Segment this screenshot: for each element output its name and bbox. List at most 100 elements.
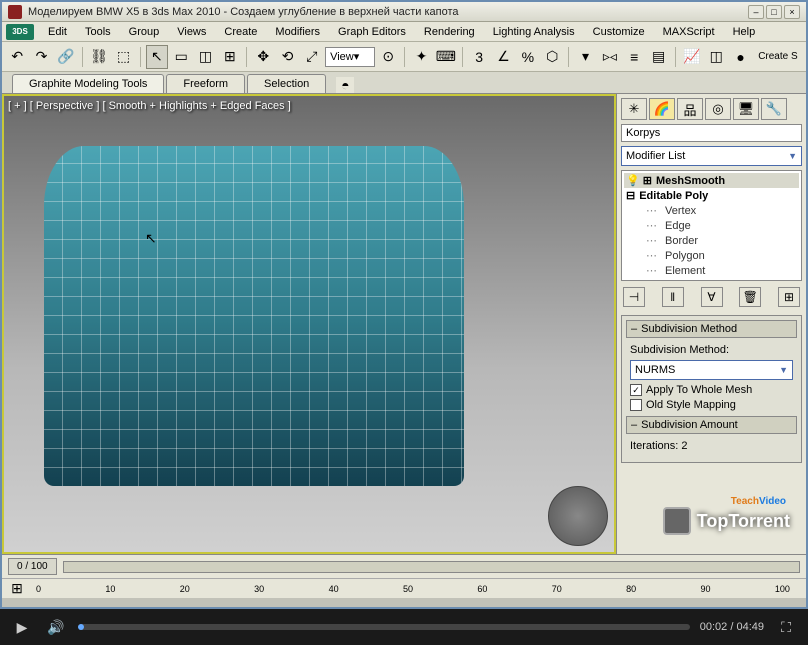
maximize-button[interactable]: □ bbox=[766, 5, 782, 19]
tab-selection[interactable]: Selection bbox=[247, 74, 326, 93]
subobj-border[interactable]: ⋯Border bbox=[624, 233, 799, 248]
subdiv-method-dropdown[interactable]: NURMS bbox=[630, 360, 793, 380]
ref-coord-dropdown[interactable]: View ▾ bbox=[325, 47, 375, 67]
tab-freeform[interactable]: Freeform bbox=[166, 74, 245, 93]
window-title: Моделируем BMW X5 в 3ds Max 2010 - Созда… bbox=[28, 6, 748, 18]
video-time: 00:02 / 04:49 bbox=[700, 621, 764, 633]
ribbon-expand-button[interactable]: ◓ bbox=[336, 77, 354, 93]
select-button[interactable]: ↖ bbox=[146, 45, 168, 69]
video-player-controls: ▶ 🔊 00:02 / 04:49 ⛶ bbox=[0, 609, 808, 645]
schematic-button[interactable]: ◫ bbox=[705, 45, 727, 69]
stack-meshsmooth[interactable]: 💡 ⊞MeshSmooth bbox=[624, 173, 799, 188]
spinner-snap-button[interactable]: ⬡ bbox=[541, 45, 563, 69]
window-crossing-button[interactable]: ⊞ bbox=[219, 45, 241, 69]
tab-graphite[interactable]: Graphite Modeling Tools bbox=[12, 74, 164, 93]
trackbar: 0 / 100 bbox=[2, 554, 806, 578]
menu-help[interactable]: Help bbox=[725, 24, 764, 40]
pin-stack-button[interactable]: ⊣ bbox=[623, 287, 645, 307]
modifier-list-dropdown[interactable]: Modifier List bbox=[621, 146, 802, 166]
volume-button[interactable]: 🔊 bbox=[44, 615, 68, 639]
menu-tools[interactable]: Tools bbox=[77, 24, 119, 40]
modify-panel-tab[interactable]: 🌈 bbox=[649, 98, 675, 120]
play-button[interactable]: ▶ bbox=[10, 615, 34, 639]
snap-toggle-button[interactable]: 3 bbox=[468, 45, 490, 69]
video-seekbar[interactable] bbox=[78, 624, 690, 630]
menu-maxscript[interactable]: MAXScript bbox=[655, 24, 723, 40]
viewcube[interactable] bbox=[548, 486, 608, 546]
motion-panel-tab[interactable]: ◎ bbox=[705, 98, 731, 120]
bind-button[interactable]: ⬚ bbox=[112, 45, 134, 69]
menubar: 3DS Edit Tools Group Views Create Modifi… bbox=[2, 22, 806, 42]
display-panel-tab[interactable]: 🖥 bbox=[733, 98, 759, 120]
time-slider[interactable] bbox=[63, 561, 800, 573]
frame-counter[interactable]: 0 / 100 bbox=[8, 558, 57, 575]
subobj-vertex[interactable]: ⋯Vertex bbox=[624, 203, 799, 218]
teachvideo-logo: TeachVideo bbox=[731, 496, 786, 507]
timeline-config-button[interactable]: ⊞ bbox=[8, 581, 26, 597]
angle-snap-button[interactable]: ∠ bbox=[492, 45, 514, 69]
watermark-icon bbox=[663, 507, 691, 535]
menu-rendering[interactable]: Rendering bbox=[416, 24, 483, 40]
menu-modifiers[interactable]: Modifiers bbox=[267, 24, 328, 40]
select-manipulate-button[interactable]: ✦ bbox=[410, 45, 432, 69]
redo-button[interactable]: ↷ bbox=[30, 45, 52, 69]
select-scale-button[interactable]: ⤢ bbox=[301, 45, 323, 69]
undo-button[interactable]: ↶ bbox=[6, 45, 28, 69]
mirror-button[interactable]: ▹◃ bbox=[599, 45, 621, 69]
hierarchy-panel-tab[interactable]: 品 bbox=[677, 98, 703, 120]
app-icon bbox=[8, 5, 22, 19]
layer-button[interactable]: ▤ bbox=[647, 45, 669, 69]
select-region-button[interactable]: ◫ bbox=[194, 45, 216, 69]
command-panel: ✳ 🌈 品 ◎ 🖥 🔧 Modifier List 💡 ⊞MeshSmooth … bbox=[616, 94, 806, 554]
apply-whole-mesh-checkbox[interactable]: ✓Apply To Whole Mesh bbox=[630, 384, 793, 396]
subobj-element[interactable]: ⋯Element bbox=[624, 263, 799, 278]
viewport[interactable]: [ + ] [ Perspective ] [ Smooth + Highlig… bbox=[2, 94, 616, 554]
show-end-result-button[interactable]: ‖ bbox=[662, 287, 684, 307]
remove-modifier-button[interactable]: 🗑 bbox=[739, 287, 761, 307]
rollout-subdiv-amount[interactable]: –Subdivision Amount bbox=[626, 416, 797, 434]
configure-sets-button[interactable]: ⊞ bbox=[778, 287, 800, 307]
ribbon-tabs: Graphite Modeling Tools Freeform Selecti… bbox=[2, 72, 806, 94]
minimize-button[interactable]: – bbox=[748, 5, 764, 19]
viewport-3d-model bbox=[4, 96, 614, 552]
curve-editor-button[interactable]: 📈 bbox=[681, 45, 703, 69]
select-move-button[interactable]: ✥ bbox=[252, 45, 274, 69]
named-selection-button[interactable]: ▾ bbox=[574, 45, 596, 69]
menu-lighting-analysis[interactable]: Lighting Analysis bbox=[485, 24, 583, 40]
create-selection-button[interactable]: Create S bbox=[754, 45, 802, 69]
viewport-label[interactable]: [ + ] [ Perspective ] [ Smooth + Highlig… bbox=[8, 100, 291, 112]
subobj-edge[interactable]: ⋯Edge↖ bbox=[624, 218, 799, 233]
link-button[interactable]: 🔗 bbox=[55, 45, 77, 69]
create-panel-tab[interactable]: ✳ bbox=[621, 98, 647, 120]
select-name-button[interactable]: ▭ bbox=[170, 45, 192, 69]
percent-snap-button[interactable]: % bbox=[517, 45, 539, 69]
old-style-mapping-checkbox[interactable]: Old Style Mapping bbox=[630, 399, 793, 411]
modifier-stack: 💡 ⊞MeshSmooth ⊟Editable Poly ⋯Vertex ⋯Ed… bbox=[621, 170, 802, 281]
pivot-button[interactable]: ⊙ bbox=[377, 45, 399, 69]
make-unique-button[interactable]: ∀ bbox=[701, 287, 723, 307]
window-titlebar: Моделируем BMW X5 в 3ds Max 2010 - Созда… bbox=[2, 2, 806, 22]
menu-views[interactable]: Views bbox=[169, 24, 214, 40]
keyboard-shortcut-button[interactable]: ⌨ bbox=[435, 45, 457, 69]
fullscreen-button[interactable]: ⛶ bbox=[774, 615, 798, 639]
unlink-button[interactable]: ⛓ bbox=[88, 45, 110, 69]
menu-graph-editors[interactable]: Graph Editors bbox=[330, 24, 414, 40]
stack-editable-poly[interactable]: ⊟Editable Poly bbox=[624, 188, 799, 203]
material-button[interactable]: ● bbox=[729, 45, 751, 69]
main-toolbar: ↶ ↷ 🔗 ⛓ ⬚ ↖ ▭ ◫ ⊞ ✥ ⟲ ⤢ View ▾ ⊙ ✦ ⌨ 3 ∠… bbox=[2, 42, 806, 72]
timeline-ruler: ⊞ 0 10 20 30 40 50 60 70 80 90 100 bbox=[2, 578, 806, 598]
menu-group[interactable]: Group bbox=[121, 24, 168, 40]
subdiv-method-label: Subdivision Method: bbox=[630, 344, 793, 356]
menu-edit[interactable]: Edit bbox=[40, 24, 75, 40]
menu-customize[interactable]: Customize bbox=[585, 24, 653, 40]
rollout-subdiv-method[interactable]: –Subdivision Method bbox=[626, 320, 797, 338]
align-button[interactable]: ≡ bbox=[623, 45, 645, 69]
subobj-polygon[interactable]: ⋯Polygon bbox=[624, 248, 799, 263]
menu-create[interactable]: Create bbox=[216, 24, 265, 40]
toptorrent-watermark: TopTorrent bbox=[663, 507, 790, 535]
object-name-field[interactable] bbox=[621, 124, 802, 142]
select-rotate-button[interactable]: ⟲ bbox=[276, 45, 298, 69]
utilities-panel-tab[interactable]: 🔧 bbox=[761, 98, 787, 120]
close-button[interactable]: × bbox=[784, 5, 800, 19]
app-logo[interactable]: 3DS bbox=[6, 24, 34, 40]
